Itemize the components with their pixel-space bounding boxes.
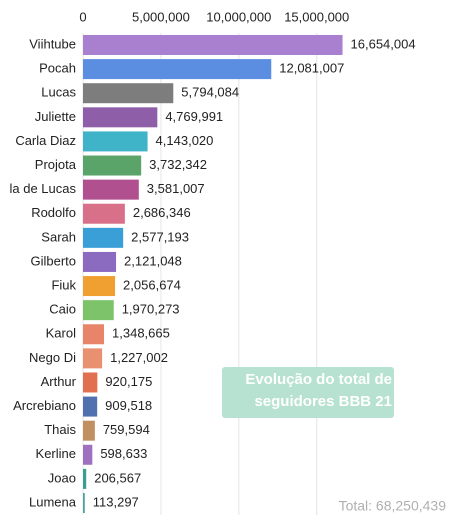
y-tick-label: Thais [44,422,76,437]
bar [83,324,105,345]
y-tick-label: Arcrebiano [13,398,76,413]
value-label: 759,594 [103,422,150,437]
value-label: 909,518 [105,398,152,413]
value-label: 4,769,991 [165,109,223,124]
value-label: 4,143,020 [156,133,214,148]
x-tick-label: 15,000,000 [284,9,349,24]
y-tick-label: Pocah [39,61,76,76]
value-label: 1,970,273 [122,302,180,317]
annotation: Evolução do total de seguidores BBB 21 [245,371,392,410]
value-label: 2,121,048 [124,253,182,268]
value-label: 5,794,084 [181,85,239,100]
value-label: 2,056,674 [123,277,181,292]
bar [83,227,124,248]
bar [83,396,98,417]
y-tick-label: Rodolfo [31,205,76,220]
value-label: 2,686,346 [133,205,191,220]
value-label: 113,297 [93,494,139,509]
annotation-box [222,367,394,418]
y-tick-label: Fiuk [51,277,76,292]
bar [83,59,272,80]
bar [83,276,116,297]
y-tick-label: Karol [46,326,76,341]
x-tick-label: 5,000,000 [132,9,190,24]
bar [83,203,125,224]
x-tick-label: 10,000,000 [206,9,271,24]
y-tick-label: Nego Di [29,350,76,365]
value-label: 3,581,007 [147,181,205,196]
bar [83,251,117,272]
bar [83,468,87,489]
annotation-wrap: Evolução do total de seguidores BBB 21 [245,371,392,410]
y-tick-label: Viihtube [29,36,76,51]
y-tick-label: Joao [48,470,76,485]
x-tick-label: 0 [79,9,86,24]
y-tick-label: Arthur [41,374,77,389]
value-label: 3,732,342 [149,157,207,172]
value-label: 920,175 [105,374,152,389]
y-tick-label: Kerline [36,446,76,461]
value-label: 1,348,665 [112,326,170,341]
bar [83,107,158,128]
value-label: 2,577,193 [131,229,189,244]
value-label: 206,567 [94,470,141,485]
bar [83,179,139,200]
bar [83,83,174,104]
y-tick-label: Gilberto [30,253,76,268]
bar [83,444,93,465]
value-label: 1,227,002 [110,350,168,365]
bar [83,155,142,176]
y-tick-label: la de Lucas [10,181,77,196]
bar [83,131,148,152]
value-label: 16,654,004 [351,36,416,51]
bar [83,372,98,393]
y-tick-label: Lucas [41,85,76,100]
y-tick-label: Caio [49,302,76,317]
y-tick-label: Juliette [35,109,76,124]
y-tick-label: Carla Diaz [15,133,76,148]
bar [83,420,95,441]
bar [83,348,103,369]
bar [83,300,114,321]
total-label: Total: 68,250,439 [339,498,447,514]
bar [83,35,343,55]
value-label: 598,633 [100,446,147,461]
y-tick-label: Sarah [41,229,76,244]
bar [83,493,85,513]
y-tick-label: Lumena [29,494,77,509]
y-tick-label: Projota [35,157,77,172]
value-label: 12,081,007 [279,61,344,76]
